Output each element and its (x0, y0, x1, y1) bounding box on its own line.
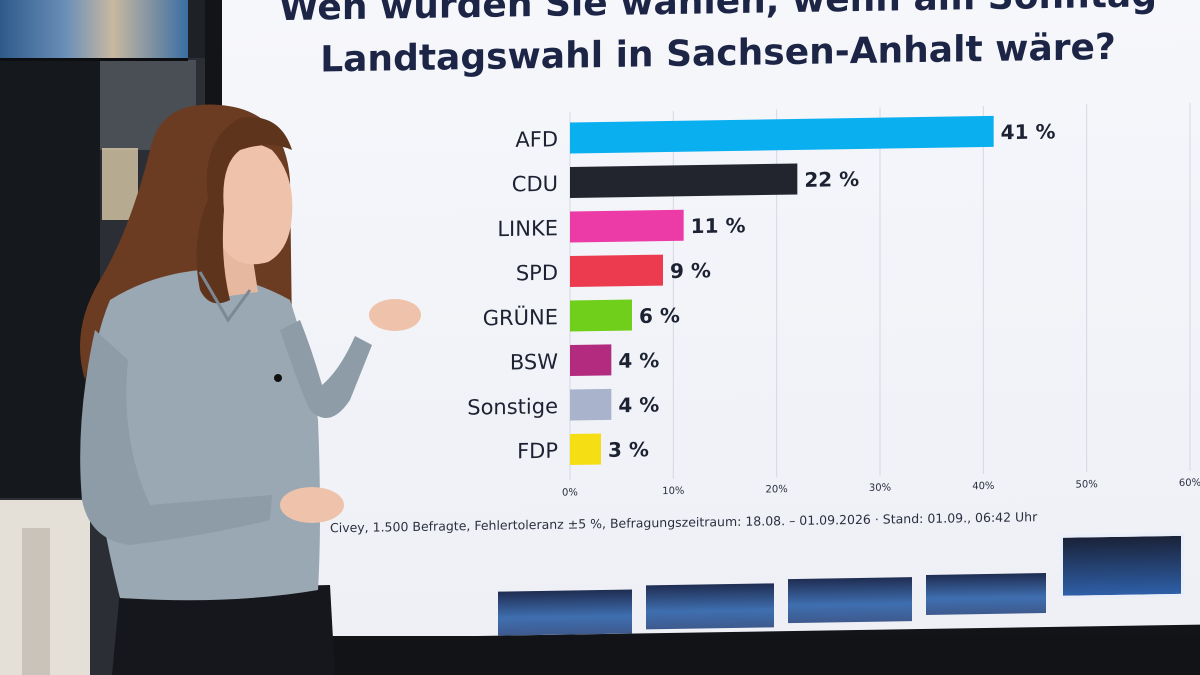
bar (570, 209, 684, 243)
category-label: LINKE (497, 216, 558, 241)
studio-shelf-light (102, 148, 138, 220)
nav-tile (498, 589, 632, 636)
bar (570, 388, 612, 421)
video-wall-screen: Wen würden Sie wählen, wenn am Sonntag L… (222, 0, 1200, 640)
category-label: Sonstige (467, 394, 558, 419)
x-tick-label: 50% (1076, 479, 1098, 490)
category-label: GRÜNE (483, 304, 558, 330)
value-label: 3 % (608, 437, 649, 462)
nav-tile (926, 573, 1046, 615)
screen-base (320, 636, 1200, 675)
bar (570, 254, 663, 288)
x-tick-label: 40% (972, 481, 994, 492)
x-tick-label: 60% (1179, 478, 1200, 489)
poll-bar-chart: 0% 10% 20% 30% 40% 50% 60% AFD 41 % CDU 22 % LINKE 1… (467, 102, 1200, 499)
value-label: 4 % (618, 393, 659, 418)
value-label: 4 % (618, 348, 659, 373)
studio-desk-leg (22, 528, 50, 675)
studio-window (100, 60, 196, 150)
x-tick-label: 30% (869, 482, 891, 493)
category-label: AFD (515, 127, 558, 152)
bar (570, 115, 994, 154)
value-label: 6 % (639, 303, 680, 328)
value-label: 11 % (691, 213, 746, 238)
nav-tile-active (1060, 532, 1184, 599)
studio-pillar (0, 58, 100, 498)
nav-tile (788, 577, 912, 624)
bar (570, 299, 632, 332)
category-label: BSW (510, 350, 558, 375)
category-label: FDP (517, 439, 558, 464)
x-tick-label: 10% (662, 486, 684, 497)
studio-monitor-wall (0, 0, 188, 61)
nav-tile (646, 583, 774, 630)
bar (570, 433, 601, 466)
value-label: 22 % (804, 167, 859, 192)
category-label: SPD (516, 261, 558, 286)
bar (570, 163, 798, 199)
bar (570, 344, 612, 377)
x-tick-label: 0% (562, 487, 578, 498)
value-label: 41 % (1001, 119, 1056, 144)
value-label: 9 % (670, 258, 711, 283)
x-tick-label: 20% (766, 484, 788, 495)
category-label: CDU (512, 172, 558, 197)
